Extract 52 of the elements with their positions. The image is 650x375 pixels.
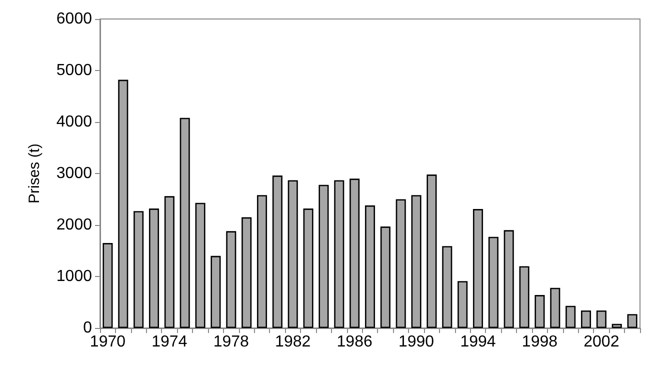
bar (580, 310, 592, 328)
bar (396, 199, 406, 328)
bar (272, 176, 282, 328)
bar (334, 180, 344, 328)
bar (102, 243, 113, 328)
bar (118, 80, 128, 328)
bar (148, 208, 160, 328)
y-tick-label: 3000 (56, 165, 92, 182)
bar (318, 184, 329, 328)
bar (458, 281, 468, 328)
bar (242, 217, 252, 328)
bar (550, 288, 560, 328)
bar (164, 196, 174, 328)
bar (612, 324, 622, 328)
y-tick-label: 4000 (56, 114, 92, 130)
bar (380, 226, 390, 328)
bar (364, 205, 376, 328)
bar (350, 178, 360, 328)
bar (210, 256, 221, 328)
x-tick-label: 1994 (460, 334, 496, 350)
bar (596, 310, 606, 328)
x-tick-label: 1986 (336, 334, 372, 350)
x-tick-label: 1970 (90, 334, 126, 350)
x-tick-label: 1990 (398, 334, 434, 350)
bar (288, 180, 298, 328)
bar (566, 306, 576, 328)
y-tick-label: 0 (83, 320, 92, 336)
y-tick-label: 2000 (56, 216, 92, 234)
x-tick-label: 1998 (522, 334, 558, 350)
x-tick-label: 1978 (213, 334, 250, 350)
bar (472, 209, 484, 328)
y-axis-title: Prises (t) (26, 143, 43, 204)
bar (256, 195, 268, 328)
x-tick-label: 1974 (152, 334, 188, 350)
bar (226, 231, 236, 328)
bar (488, 236, 498, 328)
y-tick-label: 5000 (56, 62, 92, 79)
bar (303, 208, 314, 328)
bar (180, 118, 190, 328)
bar (442, 246, 452, 328)
bar (519, 266, 530, 328)
bar (627, 314, 638, 328)
bar (534, 295, 545, 328)
y-tick-label: 1000 (56, 268, 92, 285)
y-tick-label: 6000 (56, 10, 92, 28)
bar (195, 202, 206, 328)
x-tick-label: 2002 (584, 334, 620, 350)
bar (426, 174, 437, 328)
bar (134, 211, 144, 328)
bar (411, 195, 422, 328)
x-tick-label: 1982 (275, 334, 311, 350)
bar (504, 230, 514, 328)
